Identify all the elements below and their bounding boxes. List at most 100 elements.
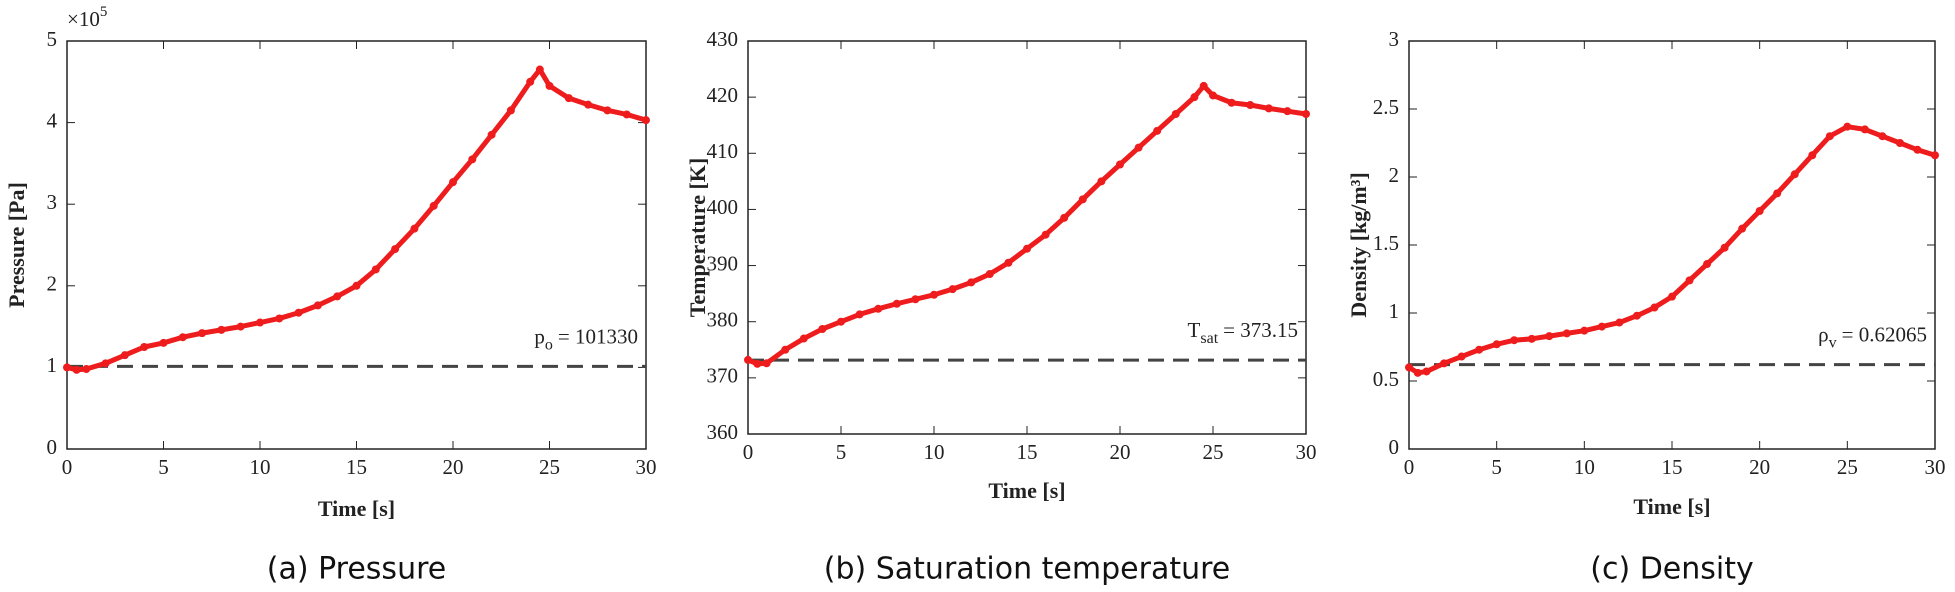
data-point — [1422, 367, 1431, 376]
y-tick-label: 420 — [707, 83, 739, 107]
reference-symbol: T — [1188, 318, 1201, 342]
x-tick-label: 0 — [62, 455, 73, 479]
data-point — [1283, 107, 1292, 116]
data-point — [526, 77, 535, 86]
data-point — [487, 130, 496, 139]
y-axis-label: Density [kg/m³] — [1346, 172, 1371, 317]
x-tick-label: 20 — [1749, 455, 1770, 479]
x-tick-label: 0 — [743, 440, 754, 464]
data-point — [313, 301, 322, 310]
data-point — [217, 325, 226, 334]
data-point — [1703, 260, 1712, 269]
reference-label: po = 101330 — [534, 324, 638, 353]
data-point — [82, 365, 91, 374]
data-point — [410, 224, 419, 233]
data-point — [371, 265, 380, 274]
data-point — [1510, 336, 1519, 345]
reference-text: = 0.62065 — [1842, 322, 1927, 346]
x-tick-label: 5 — [158, 455, 169, 479]
data-point — [178, 333, 187, 342]
data-point — [333, 292, 342, 301]
data-point — [468, 155, 477, 164]
data-point — [1041, 230, 1050, 239]
y-multiplier: ×105 — [67, 4, 107, 30]
y-tick-label: 1.5 — [1373, 231, 1399, 255]
x-tick-label: 20 — [1110, 440, 1131, 464]
data-point — [101, 359, 110, 368]
x-axis-label: Time [s] — [988, 478, 1065, 503]
y-tick-label: 1 — [47, 353, 58, 377]
x-axis-label: Time [s] — [318, 496, 395, 521]
data-point — [429, 201, 438, 210]
data-point — [930, 290, 938, 299]
data-point — [63, 363, 71, 372]
data-point — [1413, 368, 1422, 377]
data-point — [1060, 213, 1069, 222]
x-tick-label: 10 — [924, 440, 945, 464]
reference-subscript: v — [1829, 334, 1837, 351]
reference-text: = 101330 — [558, 324, 638, 348]
data-point — [256, 318, 264, 327]
data-point — [1615, 318, 1624, 327]
y-tick-label: 360 — [707, 420, 739, 444]
data-point — [1773, 189, 1782, 198]
data-point — [1171, 109, 1180, 118]
data-point — [1190, 93, 1199, 102]
caption: (a) Pressure — [267, 552, 446, 587]
data-point — [642, 116, 650, 125]
x-tick-label: 10 — [1574, 455, 1595, 479]
data-point — [985, 269, 994, 278]
y-tick-label: 1 — [1389, 299, 1400, 323]
multiplier-exponent: 5 — [100, 4, 108, 20]
data-point — [236, 322, 245, 331]
data-point — [1457, 352, 1466, 361]
data-point — [855, 310, 864, 319]
data-point — [120, 351, 129, 360]
data-point — [1580, 326, 1589, 335]
data-point — [1199, 81, 1208, 90]
y-tick-label: 2 — [1389, 163, 1400, 187]
y-tick-label: 0 — [47, 435, 58, 459]
y-tick-label: 5 — [47, 27, 58, 51]
data-point — [159, 338, 168, 347]
data-point — [1878, 132, 1887, 141]
data-point — [449, 178, 457, 187]
x-tick-label: 25 — [539, 455, 560, 479]
data-point — [1405, 363, 1413, 372]
data-point — [1492, 340, 1501, 349]
reference-text: = 373.15 — [1223, 318, 1298, 342]
data-point — [1738, 224, 1747, 233]
caption: (c) Density — [1590, 552, 1754, 587]
data-point — [818, 325, 827, 334]
data-point — [1545, 332, 1554, 341]
data-point — [1913, 145, 1922, 154]
data-point — [1808, 151, 1817, 160]
reference-subscript: sat — [1200, 330, 1218, 347]
data-point — [1302, 109, 1310, 118]
plot-frame — [66, 40, 647, 450]
y-tick-label: 4 — [47, 108, 58, 132]
y-tick-label: 370 — [707, 364, 739, 388]
caption: (b) Saturation temperature — [824, 552, 1230, 587]
data-point — [911, 295, 920, 304]
x-tick-label: 25 — [1203, 440, 1224, 464]
data-point — [1632, 311, 1641, 320]
reference-label: ρv = 0.62065 — [1818, 322, 1927, 351]
data-point — [1843, 122, 1852, 131]
data-point — [1755, 207, 1764, 215]
data-point — [753, 359, 762, 368]
data-point — [1475, 345, 1484, 354]
y-tick-label: 3 — [47, 190, 58, 214]
data-point — [1153, 126, 1162, 135]
x-tick-label: 5 — [1491, 455, 1502, 479]
x-tick-label: 15 — [346, 455, 367, 479]
data-point — [1668, 292, 1676, 301]
plot-frame — [1408, 40, 1936, 450]
data-point — [506, 106, 515, 115]
data-point — [603, 106, 612, 115]
data-point — [1004, 258, 1013, 267]
y-tick-label: 430 — [707, 27, 739, 51]
data-point — [1097, 177, 1106, 186]
y-tick-label: 2.5 — [1373, 95, 1399, 119]
